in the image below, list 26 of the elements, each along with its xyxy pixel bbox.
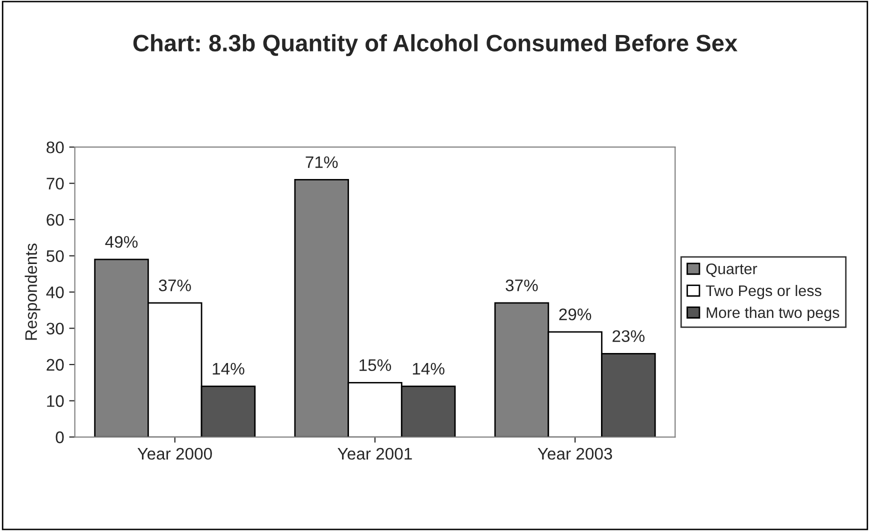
data-label: 29% bbox=[559, 308, 592, 320]
chart-title: Chart: 8.3b Quantity of Alcohol Consumed Before Sex bbox=[133, 34, 738, 56]
legend-label: Two Pegs or less bbox=[706, 284, 822, 300]
data-label: 23% bbox=[612, 330, 645, 342]
y-tick-label: 0 bbox=[56, 431, 64, 444]
data-label: 37% bbox=[158, 279, 191, 292]
y-tick-label: 80 bbox=[46, 141, 64, 154]
data-label: 14% bbox=[212, 362, 244, 375]
y-tick-label: 60 bbox=[46, 214, 64, 226]
data-label: 37% bbox=[506, 279, 538, 292]
y-tick-label: 20 bbox=[46, 358, 64, 371]
y-axis-title: Respondents bbox=[24, 244, 40, 340]
y-tick-label: 40 bbox=[46, 286, 64, 298]
data-label: 49% bbox=[105, 236, 138, 248]
legend-label: More than two pegs bbox=[706, 306, 840, 322]
y-tick-label: 50 bbox=[46, 250, 64, 262]
y-tick-label: 10 bbox=[47, 395, 64, 407]
y-tick-label: 30 bbox=[46, 322, 64, 334]
data-label: 15% bbox=[360, 359, 392, 372]
x-tick-label: Year 2001 bbox=[338, 448, 412, 460]
data-label: 71% bbox=[306, 156, 338, 168]
x-tick-label: Year 2000 bbox=[138, 448, 212, 460]
x-tick-label: Year 2003 bbox=[538, 448, 612, 460]
y-tick-label: 70 bbox=[46, 178, 64, 190]
legend-label: Quarter bbox=[706, 263, 758, 278]
data-label: 14% bbox=[412, 362, 444, 375]
